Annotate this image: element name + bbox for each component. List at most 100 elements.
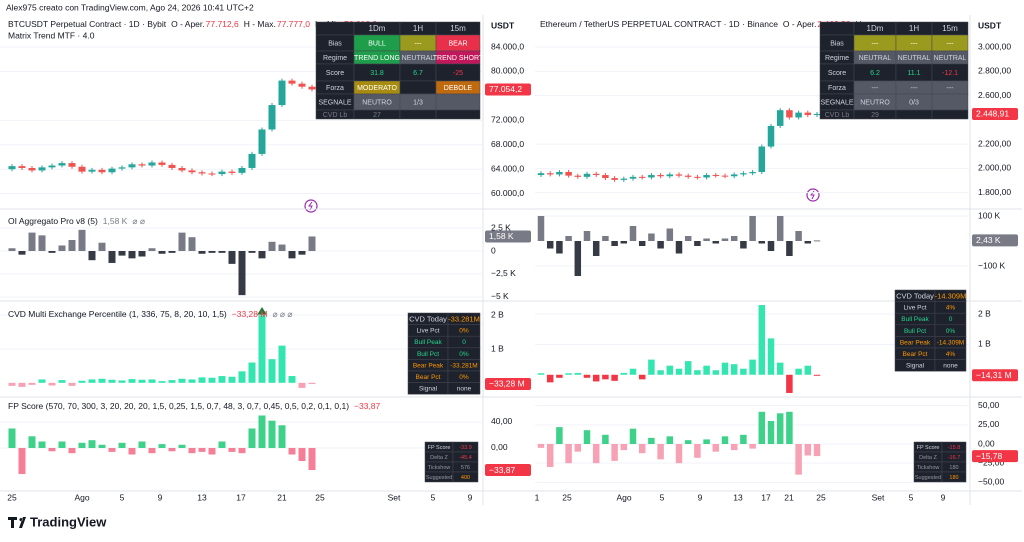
bar: [138, 251, 146, 257]
bar: [537, 216, 545, 241]
bar: [749, 216, 756, 241]
y-tick-label: 3.000,00: [978, 41, 1011, 51]
candle: [8, 166, 16, 170]
candle: [78, 166, 86, 172]
bar: [128, 447, 136, 455]
y-tick-label: 64.000,0: [491, 163, 524, 173]
bar: [178, 378, 186, 383]
bar: [556, 374, 563, 378]
bar: [684, 440, 692, 444]
table-text: ---: [947, 40, 955, 47]
bar: [638, 374, 646, 380]
candle: [749, 172, 756, 174]
bar: [118, 380, 126, 383]
bar: [268, 241, 276, 252]
candle: [776, 110, 784, 126]
bar: [648, 437, 655, 444]
bar: [565, 444, 572, 464]
table-cell: [435, 109, 481, 120]
signal-triangle: [257, 307, 267, 315]
bar: [602, 434, 609, 444]
bar: [228, 376, 236, 383]
bar: [108, 251, 116, 263]
bar: [248, 428, 256, 448]
table-text: Bear Peak: [900, 339, 931, 346]
table-text: 0: [462, 339, 466, 346]
bar: [629, 368, 637, 375]
candle: [574, 175, 582, 177]
y-tick-label: −100 K: [978, 260, 1006, 270]
table-text: TREND LONG: [354, 55, 400, 62]
x-tick-label: 1: [535, 492, 540, 502]
bar: [721, 362, 729, 375]
bar: [574, 444, 582, 452]
bar: [288, 376, 296, 383]
bar: [712, 370, 720, 375]
table-text: CVD Today: [896, 291, 934, 300]
bar: [749, 359, 756, 375]
table-text: NEUTRAL: [402, 55, 435, 62]
bar: [703, 365, 710, 375]
y-tick-label: 2 B: [978, 308, 991, 318]
y-tick-label: 25,00: [978, 419, 1000, 429]
bar: [198, 251, 206, 254]
y-tick-label: 60.000,0: [491, 188, 524, 198]
candle: [28, 167, 36, 171]
bar: [78, 442, 86, 448]
bar: [602, 374, 609, 380]
table-text: Bull Peak: [901, 316, 929, 323]
bar: [776, 413, 784, 444]
x-tick-label: 5: [120, 492, 125, 502]
bar: [298, 447, 306, 462]
bar: [238, 251, 246, 296]
candle: [188, 170, 196, 173]
table-cell: [934, 359, 967, 372]
bar: [308, 382, 316, 384]
x-tick-label: 9: [698, 492, 703, 502]
x-tick-label: 13: [733, 492, 743, 502]
table-text: 4%: [946, 351, 956, 358]
bar: [58, 441, 66, 448]
table-cell: [399, 109, 437, 120]
table-cell: [452, 471, 479, 483]
candle: [620, 178, 628, 180]
last-value-label: −33,87: [489, 465, 516, 475]
table-text: 27: [373, 112, 381, 119]
bar: [118, 442, 126, 448]
last-value-box: [485, 464, 531, 477]
bar: [18, 251, 26, 255]
bar: [218, 251, 226, 253]
table-text: ---: [911, 40, 919, 47]
last-value-box: [485, 83, 531, 96]
bar: [38, 235, 46, 252]
last-value-label: 2.448,91: [976, 109, 1009, 119]
table-cell: [931, 93, 969, 111]
legend-value: 1,58 K: [103, 216, 128, 226]
x-tick-label: 5: [909, 492, 914, 502]
x-tick-label: 25: [315, 492, 325, 502]
bar: [278, 244, 286, 252]
bar: [118, 251, 126, 256]
x-tick-label: 9: [158, 492, 163, 502]
table-text: 1Dm: [867, 24, 884, 33]
bar: [648, 233, 655, 241]
x-tick-label: Set: [872, 492, 885, 502]
bar: [308, 236, 316, 252]
x-tick-label: Ago: [616, 492, 631, 502]
x-tick-label: 9: [468, 492, 473, 502]
candle: [58, 163, 66, 166]
y-tick-label: 0,00: [491, 442, 508, 452]
bar: [68, 239, 76, 252]
bar: [228, 251, 236, 264]
y-tick-label: 0,00: [978, 438, 995, 448]
bar: [88, 440, 96, 448]
last-value-label: 2,43 K: [976, 235, 1001, 245]
bar: [148, 248, 156, 252]
table-text: -14.309M: [935, 291, 967, 300]
bar: [28, 436, 36, 448]
pane-legend: FP Score (570, 70, 300, 3, 20, 20, 20, 1…: [8, 401, 381, 411]
table-text: Score: [828, 70, 846, 77]
bar: [730, 364, 738, 375]
table-text: 0/3: [909, 99, 919, 106]
bar: [703, 439, 710, 444]
